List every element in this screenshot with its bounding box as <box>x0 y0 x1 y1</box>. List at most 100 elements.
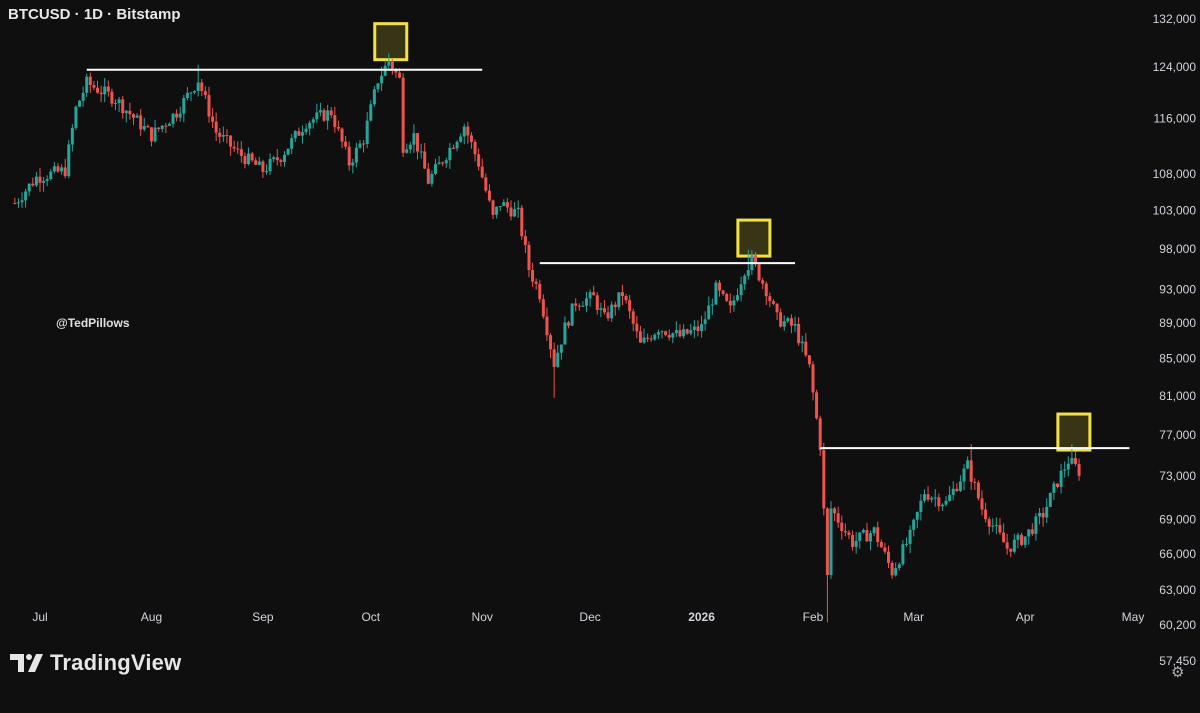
candle-body <box>1027 529 1031 537</box>
candle-body <box>678 330 682 337</box>
candle-body <box>894 568 898 576</box>
candle-body <box>944 500 948 505</box>
candle-body <box>459 136 463 142</box>
candle-body <box>692 326 696 331</box>
candle-body <box>1041 512 1045 518</box>
candle-body <box>34 176 38 186</box>
candle-body <box>976 482 980 499</box>
candle-body <box>96 87 100 93</box>
candle-body <box>570 303 574 326</box>
candle-body <box>1066 463 1070 470</box>
candle-body <box>124 110 128 114</box>
candle-body <box>552 349 556 367</box>
candle-body <box>142 126 146 130</box>
candle-body <box>225 135 229 137</box>
candle-body <box>847 532 851 535</box>
candle-body <box>293 131 297 139</box>
gear-icon[interactable]: ⚙ <box>1171 664 1185 681</box>
candle-body <box>901 544 905 565</box>
candle-body <box>229 135 233 147</box>
candle-body <box>372 89 376 105</box>
candle-body <box>279 160 283 162</box>
y-tick-label: 69,000 <box>1159 513 1196 527</box>
candle-body <box>60 167 64 172</box>
candle-body <box>196 82 200 91</box>
candle-body <box>257 161 261 165</box>
candle-body <box>775 303 779 313</box>
candle-body <box>602 308 606 313</box>
candle-body <box>416 133 420 152</box>
candle-body <box>718 282 722 291</box>
candle-body <box>455 141 459 149</box>
candle-body <box>139 115 143 130</box>
candle-body <box>559 344 563 353</box>
candle-body <box>531 269 535 282</box>
candle-body <box>45 179 49 181</box>
candle-body <box>951 488 955 495</box>
candle-body <box>38 176 42 183</box>
candle-body <box>469 135 473 142</box>
candle-body <box>581 305 585 307</box>
candle-body <box>937 497 941 507</box>
candle-body <box>135 115 139 118</box>
candle-body <box>933 497 937 499</box>
candle-body <box>793 323 797 326</box>
candle-body <box>106 86 110 92</box>
candle-body <box>829 508 833 576</box>
candle-body <box>757 264 761 281</box>
author-annotation: @TedPillows <box>56 316 130 330</box>
candle-body <box>980 498 984 510</box>
candle-body <box>624 296 628 301</box>
candle-body <box>887 551 891 563</box>
candle-body <box>149 127 153 142</box>
candle-body <box>761 280 765 284</box>
candle-body <box>131 114 135 118</box>
candle-body <box>732 300 736 306</box>
candle-body <box>527 244 531 270</box>
candle-body <box>369 104 373 121</box>
candle-body <box>1073 458 1077 465</box>
candle-body <box>743 275 747 285</box>
candle-body <box>969 460 973 482</box>
candle-body <box>556 352 560 367</box>
candle-body <box>185 92 189 99</box>
candle-body <box>207 95 211 117</box>
candle-body <box>1070 458 1074 464</box>
y-tick-label: 85,000 <box>1159 352 1196 366</box>
candle-body <box>926 494 930 500</box>
candle-body <box>1020 534 1024 545</box>
candle-body <box>768 296 772 302</box>
y-tick-label: 132,000 <box>1153 12 1197 26</box>
candle-body <box>268 159 272 172</box>
candle-body <box>620 292 624 297</box>
candle-body <box>329 110 333 116</box>
candle-body <box>487 190 491 201</box>
candle-body <box>153 127 157 142</box>
candle-body <box>88 76 92 86</box>
candle-body <box>800 341 804 344</box>
candle-body <box>585 298 588 306</box>
candle-body <box>31 183 35 186</box>
candle-body <box>786 318 790 322</box>
x-tick-label: Dec <box>579 610 600 624</box>
tradingview-logo[interactable]: TradingView <box>10 650 181 676</box>
candle-body <box>27 183 31 192</box>
candle-body <box>789 318 793 326</box>
candle-body <box>674 330 678 334</box>
candle-body <box>495 206 499 215</box>
candle-body <box>1077 464 1081 476</box>
candle-body <box>311 119 315 123</box>
candle-body <box>70 127 74 145</box>
candle-body <box>804 341 808 356</box>
candle-body <box>189 92 193 94</box>
candle-body <box>380 75 384 84</box>
candle-body <box>592 292 596 296</box>
candle-body <box>991 525 995 527</box>
candle-body <box>606 312 610 319</box>
candle-body <box>653 334 657 340</box>
candle-body <box>613 304 617 308</box>
candle-body <box>840 522 844 532</box>
candle-body <box>286 148 290 155</box>
candle-body <box>401 77 405 153</box>
